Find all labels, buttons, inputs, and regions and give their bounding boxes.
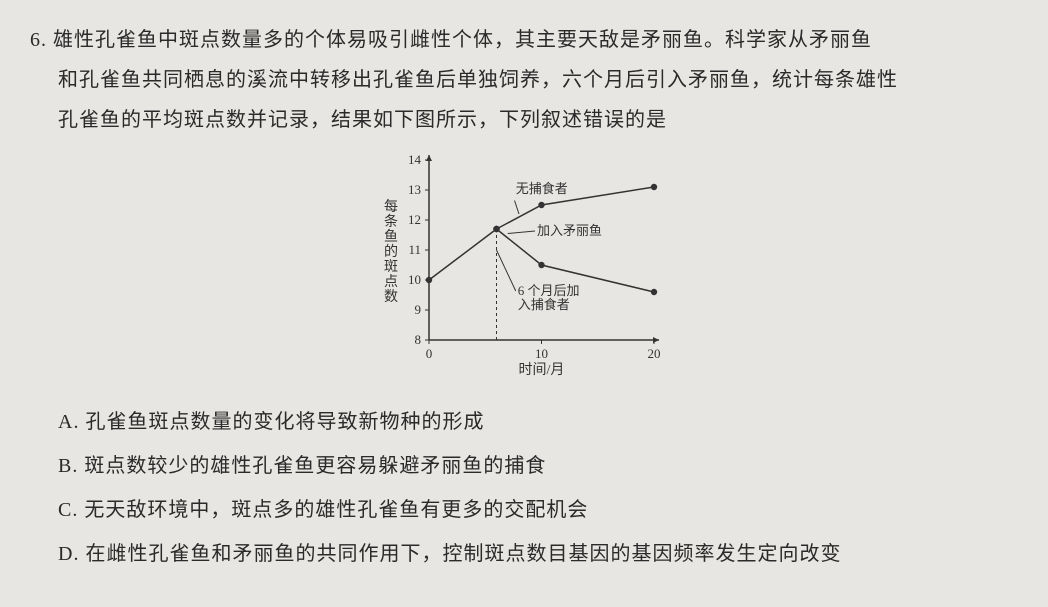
svg-text:加入矛丽鱼: 加入矛丽鱼 bbox=[537, 223, 602, 238]
svg-text:条: 条 bbox=[384, 213, 398, 230]
svg-text:无捕食者: 无捕食者 bbox=[516, 181, 568, 196]
svg-text:入捕食者: 入捕食者 bbox=[518, 297, 570, 312]
svg-text:8: 8 bbox=[415, 332, 422, 347]
options-list: A. 孔雀鱼斑点数量的变化将导致新物种的形成 B. 斑点数较少的雄性孔雀鱼更容易… bbox=[30, 400, 1018, 576]
option-d: D. 在雌性孔雀鱼和矛丽鱼的共同作用下，控制斑点数目基因的基因频率发生定向改变 bbox=[30, 532, 1018, 576]
option-a: A. 孔雀鱼斑点数量的变化将导致新物种的形成 bbox=[30, 400, 1018, 444]
svg-text:20: 20 bbox=[648, 346, 661, 361]
svg-text:的: 的 bbox=[384, 244, 398, 260]
svg-text:时间/月: 时间/月 bbox=[519, 362, 565, 378]
spot-count-chart: 0 10 20 8 9 10 11 12 13 14 时间/月 每条鱼的斑点数 无捕食者加入矛丽鱼 6 个… bbox=[374, 150, 674, 380]
svg-text:9: 9 bbox=[415, 302, 422, 317]
svg-text:0: 0 bbox=[426, 346, 433, 361]
svg-text:斑: 斑 bbox=[384, 259, 398, 275]
question-line3: 孔雀鱼的平均斑点数并记录，结果如下图所示，下列叙述错误的是 bbox=[30, 100, 1018, 140]
svg-text:10: 10 bbox=[535, 346, 548, 361]
svg-text:鱼: 鱼 bbox=[384, 228, 398, 245]
question-line1: 雄性孔雀鱼中斑点数量多的个体易吸引雌性个体，其主要天敌是矛丽鱼。科学家从矛丽鱼 bbox=[53, 29, 872, 51]
question-number: 6. bbox=[30, 29, 47, 51]
option-c: C. 无天敌环境中，斑点多的雄性孔雀鱼有更多的交配机会 bbox=[30, 488, 1018, 532]
svg-text:14: 14 bbox=[408, 152, 422, 167]
option-b: B. 斑点数较少的雄性孔雀鱼更容易躲避矛丽鱼的捕食 bbox=[30, 444, 1018, 488]
svg-text:10: 10 bbox=[408, 272, 421, 287]
svg-text:6 个月后加: 6 个月后加 bbox=[518, 283, 580, 298]
svg-text:13: 13 bbox=[408, 182, 421, 197]
chart-container: 0 10 20 8 9 10 11 12 13 14 时间/月 每条鱼的斑点数 无捕食者加入矛丽鱼 6 个… bbox=[30, 150, 1018, 380]
svg-text:点: 点 bbox=[384, 274, 398, 290]
svg-text:每: 每 bbox=[384, 199, 398, 215]
question-line2: 和孔雀鱼共同栖息的溪流中转移出孔雀鱼后单独饲养，六个月后引入矛丽鱼，统计每条雄性 bbox=[30, 60, 1018, 100]
svg-text:数: 数 bbox=[384, 289, 398, 305]
question-stem: 6. 雄性孔雀鱼中斑点数量多的个体易吸引雌性个体，其主要天敌是矛丽鱼。科学家从矛… bbox=[30, 20, 1018, 140]
svg-text:12: 12 bbox=[408, 212, 421, 227]
svg-text:11: 11 bbox=[408, 242, 421, 257]
